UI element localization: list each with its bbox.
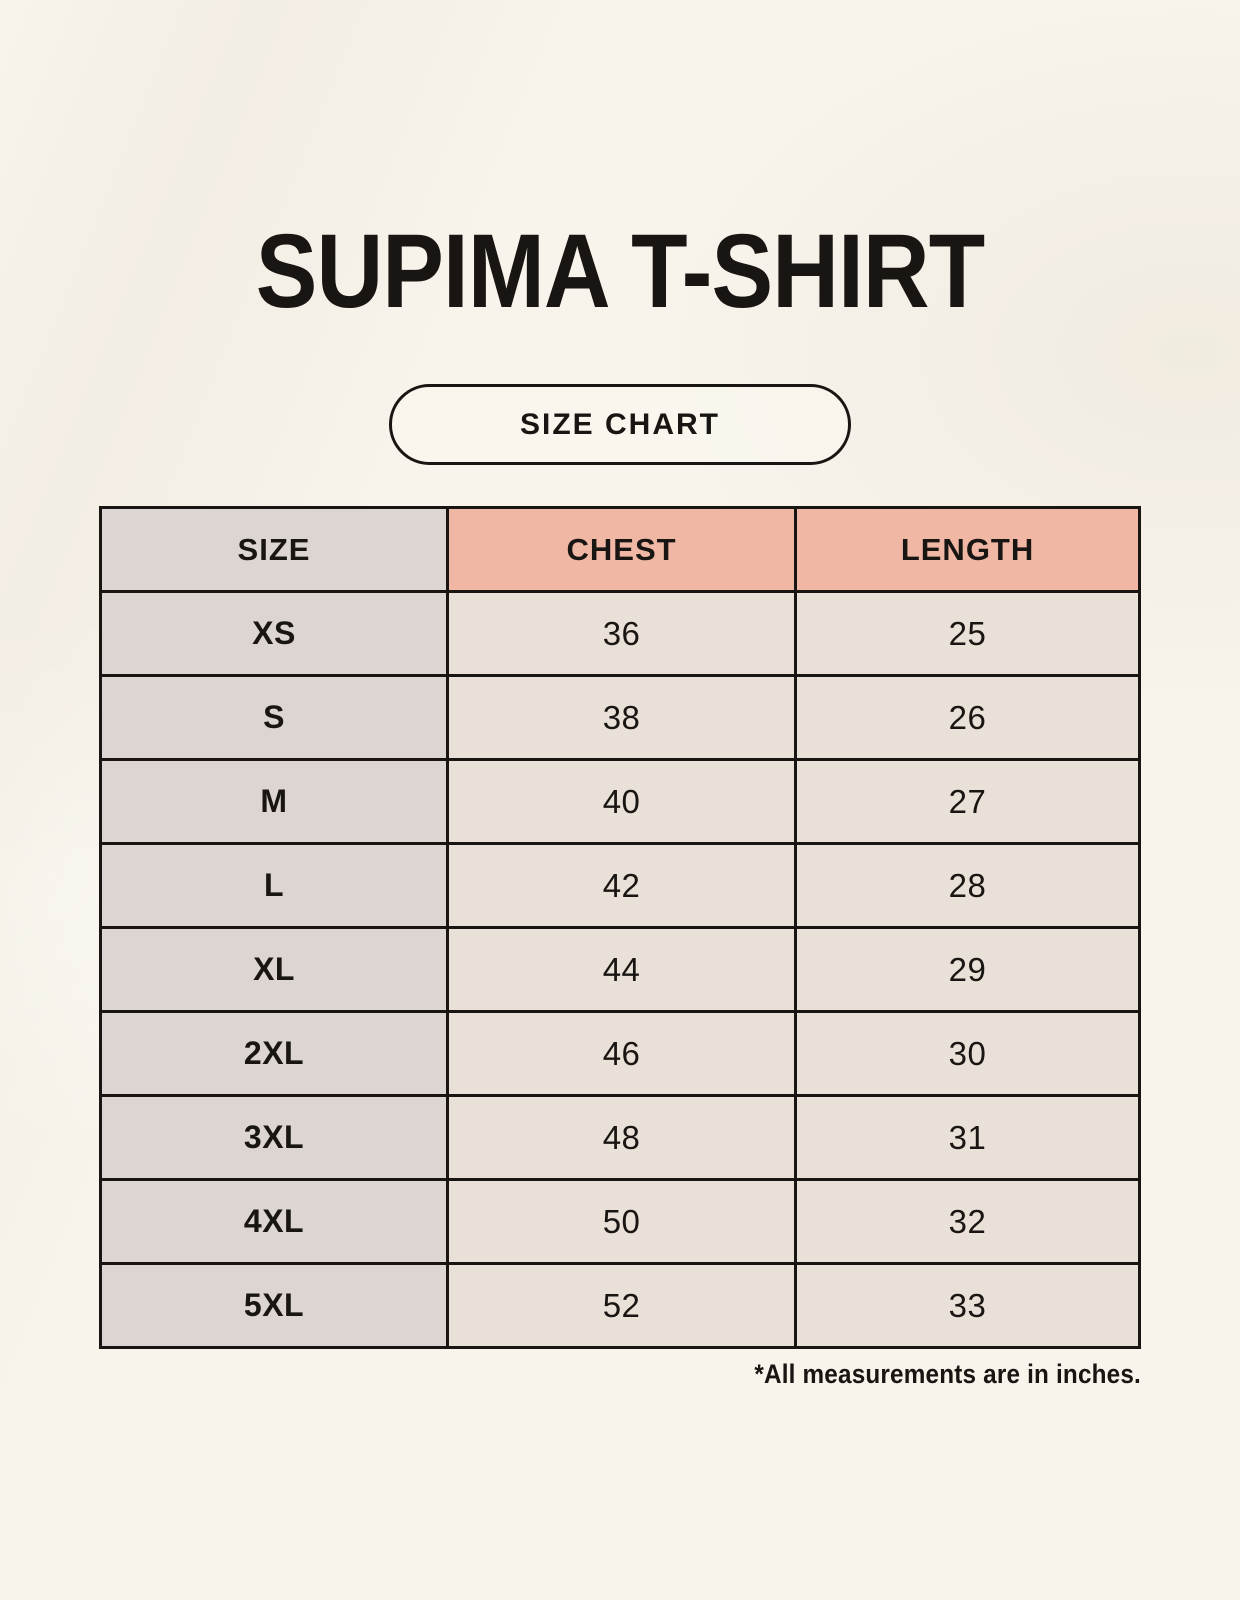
size-table: SIZE CHEST LENGTH XS 36 25 S 38 26 M 40 27 L 42 28 X… xyxy=(98,506,1141,1349)
row-chest-value: 48 xyxy=(446,1094,798,1181)
row-chest-value: 40 xyxy=(446,758,798,845)
table-row: M 40 27 xyxy=(98,758,1141,845)
row-length-value: 29 xyxy=(794,926,1141,1013)
row-size-label: 3XL xyxy=(98,1094,450,1181)
row-size-label: XS xyxy=(98,590,450,677)
row-chest-value: 44 xyxy=(446,926,798,1013)
row-size-label: M xyxy=(98,758,450,845)
column-header-chest: CHEST xyxy=(446,506,798,593)
row-length-value: 31 xyxy=(794,1094,1141,1181)
row-size-label: S xyxy=(98,674,450,761)
table-row: 3XL 48 31 xyxy=(98,1094,1141,1181)
row-chest-value: 46 xyxy=(446,1010,798,1097)
table-row: S 38 26 xyxy=(98,674,1141,761)
row-size-label: XL xyxy=(98,926,450,1013)
row-length-value: 25 xyxy=(794,590,1141,677)
table-row: 2XL 46 30 xyxy=(98,1010,1141,1097)
row-length-value: 33 xyxy=(794,1262,1141,1349)
table-row: XS 36 25 xyxy=(98,590,1141,677)
measurements-footnote: *All measurements are in inches. xyxy=(754,1359,1141,1389)
row-size-label: 2XL xyxy=(98,1010,450,1097)
size-table-body: XS 36 25 S 38 26 M 40 27 L 42 28 XL 44 29 2XL 46 30 3XL 48 3… xyxy=(98,590,1141,1349)
row-chest-value: 52 xyxy=(446,1262,798,1349)
row-size-label: 4XL xyxy=(98,1178,450,1265)
row-length-value: 30 xyxy=(794,1010,1141,1097)
row-length-value: 32 xyxy=(794,1178,1141,1265)
row-length-value: 28 xyxy=(794,842,1141,929)
table-row: 5XL 52 33 xyxy=(98,1262,1141,1349)
table-row: L 42 28 xyxy=(98,842,1141,929)
page-title: SUPIMA T-SHIRT xyxy=(255,213,985,330)
table-header-row: SIZE CHEST LENGTH xyxy=(98,506,1141,593)
row-chest-value: 36 xyxy=(446,590,798,677)
row-size-label: L xyxy=(98,842,450,929)
row-size-label: 5XL xyxy=(98,1262,450,1349)
column-header-length: LENGTH xyxy=(794,506,1141,593)
table-row: XL 44 29 xyxy=(98,926,1141,1013)
table-row: 4XL 50 32 xyxy=(98,1178,1141,1265)
size-chart-pill-label: SIZE CHART xyxy=(520,407,720,441)
column-header-size: SIZE xyxy=(98,506,450,593)
size-chart-pill: SIZE CHART xyxy=(389,384,851,465)
row-chest-value: 38 xyxy=(446,674,798,761)
row-length-value: 26 xyxy=(794,674,1141,761)
row-chest-value: 50 xyxy=(446,1178,798,1265)
row-length-value: 27 xyxy=(794,758,1141,845)
row-chest-value: 42 xyxy=(446,842,798,929)
